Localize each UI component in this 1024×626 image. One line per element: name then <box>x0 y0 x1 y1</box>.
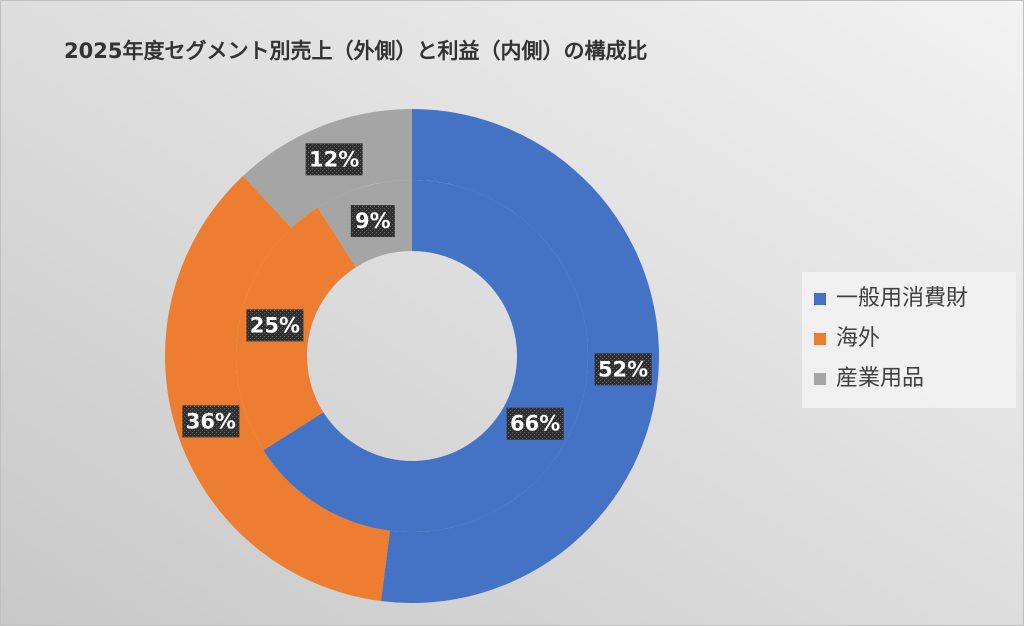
doughnut-segment <box>165 175 390 602</box>
data-label-box <box>506 407 564 440</box>
data-label: 25% <box>250 313 300 337</box>
legend-label: 海外 <box>836 326 880 351</box>
data-label-box <box>182 405 240 438</box>
data-label: 66% <box>510 412 560 436</box>
data-label: 52% <box>598 357 648 381</box>
legend-label: 産業用品 <box>836 366 924 391</box>
doughnut-segment <box>381 108 660 604</box>
data-label: 12% <box>309 147 359 171</box>
legend-swatch <box>814 293 826 305</box>
legend-swatch <box>814 373 826 385</box>
data-label-box <box>594 353 652 386</box>
doughnut-segment <box>263 180 588 532</box>
data-label-box <box>305 143 363 176</box>
chart-title: 2025年度セグメント別売上（外側）と利益（内側）の構成比 <box>64 39 647 63</box>
data-label: 9% <box>355 209 391 233</box>
legend-label: 一般用消費財 <box>836 286 968 311</box>
legend-swatch <box>814 333 826 345</box>
data-label-box <box>350 205 395 238</box>
legend-box <box>802 272 1016 408</box>
data-label: 36% <box>186 409 236 433</box>
data-label-box <box>246 309 304 342</box>
